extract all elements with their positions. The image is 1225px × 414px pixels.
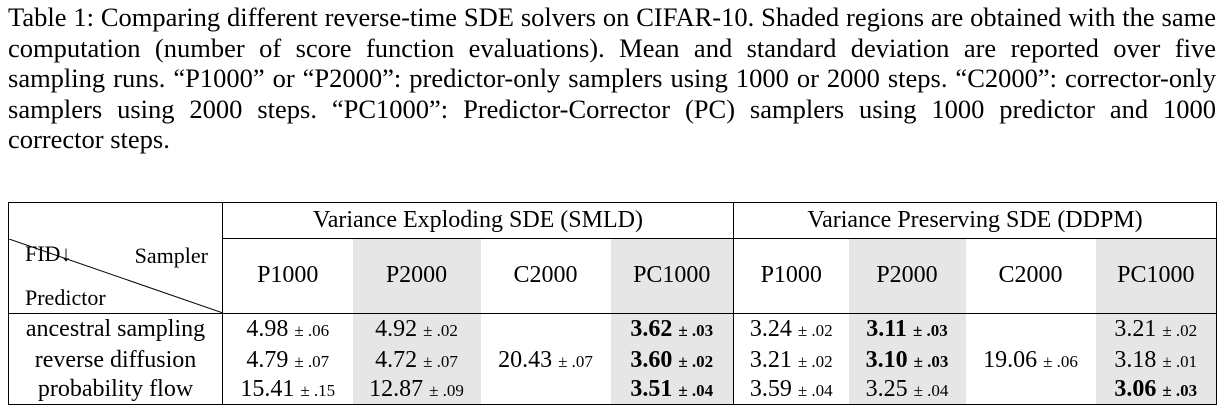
value-cell: 3.62 ± .03 [610, 313, 735, 346]
mean: 4.72 [375, 347, 418, 373]
std: ± .06 [294, 321, 330, 341]
row-label: probability flow [8, 375, 223, 405]
mean: 20.43 [498, 347, 553, 373]
mean: 4.98 [246, 316, 289, 343]
column-header-row: FID↓ Sampler Predictor P1000 P2000 C2000 PC100… [8, 238, 1218, 314]
std: ± .03 [912, 321, 948, 341]
std: ± .03 [913, 352, 949, 371]
mean: 3.62 [630, 316, 673, 343]
std: ± .07 [558, 352, 593, 371]
column-header: C2000 [965, 238, 1096, 314]
group-header: Variance Preserving SDE (DDPM) [733, 202, 1218, 239]
results-table: Variance Exploding SDE (SMLD) Variance Pr… [8, 202, 1218, 405]
std: ± .04 [913, 380, 949, 400]
value-cell: 19.06 ± .06 [966, 346, 1096, 375]
std: ± .07 [423, 352, 458, 371]
corner-metric: FID↓ [25, 240, 72, 266]
group-header: Variance Exploding SDE (SMLD) [222, 202, 735, 239]
value-cell: 3.11 ± .03 [848, 313, 966, 346]
value-cell: 3.06 ± .03 [1095, 375, 1218, 405]
std: ± .03 [678, 321, 714, 341]
value-cell: 4.79 ± .07 [223, 346, 353, 375]
data-row: ancestral sampling 4.98 ± .06 4.92 ± .02 3.… [8, 313, 1218, 346]
mean: 3.51 [630, 375, 673, 402]
value-cell: 3.59 ± .04 [733, 375, 849, 405]
row-label: ancestral sampling [8, 313, 223, 346]
column-header: PC1000 [610, 238, 735, 314]
column-header: P1000 [733, 238, 849, 314]
group-header-row: Variance Exploding SDE (SMLD) Variance Pr… [8, 202, 1218, 239]
std: ± .02 [797, 352, 833, 371]
value-cell: 3.10 ± .03 [848, 346, 966, 375]
std: ± .06 [1043, 352, 1078, 371]
mean: 3.10 [865, 347, 908, 373]
corner-rows-label: Predictor [25, 284, 106, 310]
std: ± .04 [678, 380, 714, 400]
std: ± .03 [1162, 380, 1198, 400]
value-cell: 3.21 ± .02 [734, 346, 849, 375]
data-row: reverse diffusion 4.79 ± .07 4.72 ± .07 20.… [8, 346, 1218, 375]
std: ± .02 [423, 321, 458, 341]
std: ± .02 [678, 352, 714, 371]
value-cell: 3.25 ± .04 [848, 375, 966, 405]
corner-cell: FID↓ Sampler Predictor [8, 238, 223, 314]
table-caption: Table 1: Comparing different reverse-tim… [8, 2, 1216, 154]
std: ± .04 [797, 380, 833, 400]
std: ± .09 [429, 380, 464, 400]
value-cell: 3.21 ± .02 [1095, 313, 1218, 346]
mean: 3.21 [1114, 316, 1157, 343]
mean: 4.92 [375, 316, 418, 343]
std: ± .02 [1162, 321, 1198, 341]
std: ± .02 [797, 321, 833, 341]
value-cell [965, 375, 1096, 405]
row-label: reverse diffusion [8, 346, 223, 375]
mean: 19.06 [983, 347, 1038, 373]
value-cell: 4.98 ± .06 [223, 313, 353, 346]
mean: 4.79 [246, 347, 289, 373]
value-cell: 4.72 ± .07 [352, 346, 481, 375]
diagonal [9, 238, 223, 313]
std: ± .01 [1162, 352, 1198, 371]
value-cell: 3.51 ± .04 [610, 375, 735, 405]
mean: 3.11 [866, 316, 907, 343]
value-cell: 15.41 ± .15 [222, 375, 353, 405]
mean: 3.06 [1114, 375, 1157, 402]
value-cell: 3.18 ± .01 [1095, 346, 1218, 375]
value-cell: 20.43 ± .07 [481, 346, 611, 375]
mean: 3.24 [749, 316, 792, 343]
column-header: P1000 [222, 238, 353, 314]
column-header: PC1000 [1095, 238, 1218, 314]
value-cell [966, 313, 1096, 346]
blank-cell [8, 202, 223, 239]
mean: 3.18 [1114, 347, 1157, 373]
mean: 3.25 [865, 375, 908, 402]
value-cell [481, 313, 611, 346]
column-header: C2000 [480, 238, 611, 314]
mean: 3.59 [749, 375, 792, 402]
value-cell: 12.87 ± .09 [352, 375, 481, 405]
data-row: probability flow 15.41 ± .15 12.87 ± .09 3.… [8, 375, 1218, 405]
value-cell: 3.60 ± .02 [610, 346, 735, 375]
mean: 15.41 [240, 375, 295, 402]
value-cell: 3.24 ± .02 [734, 313, 849, 346]
mean: 12.87 [369, 375, 424, 402]
std: ± .15 [300, 380, 336, 400]
column-header: P2000 [848, 238, 966, 314]
column-header: P2000 [352, 238, 481, 314]
mean: 3.21 [749, 347, 792, 373]
value-cell: 4.92 ± .02 [352, 313, 481, 346]
value-cell [480, 375, 611, 405]
std: ± .07 [294, 352, 330, 371]
corner-columns-label: Sampler [134, 242, 208, 268]
mean: 3.60 [630, 347, 673, 373]
